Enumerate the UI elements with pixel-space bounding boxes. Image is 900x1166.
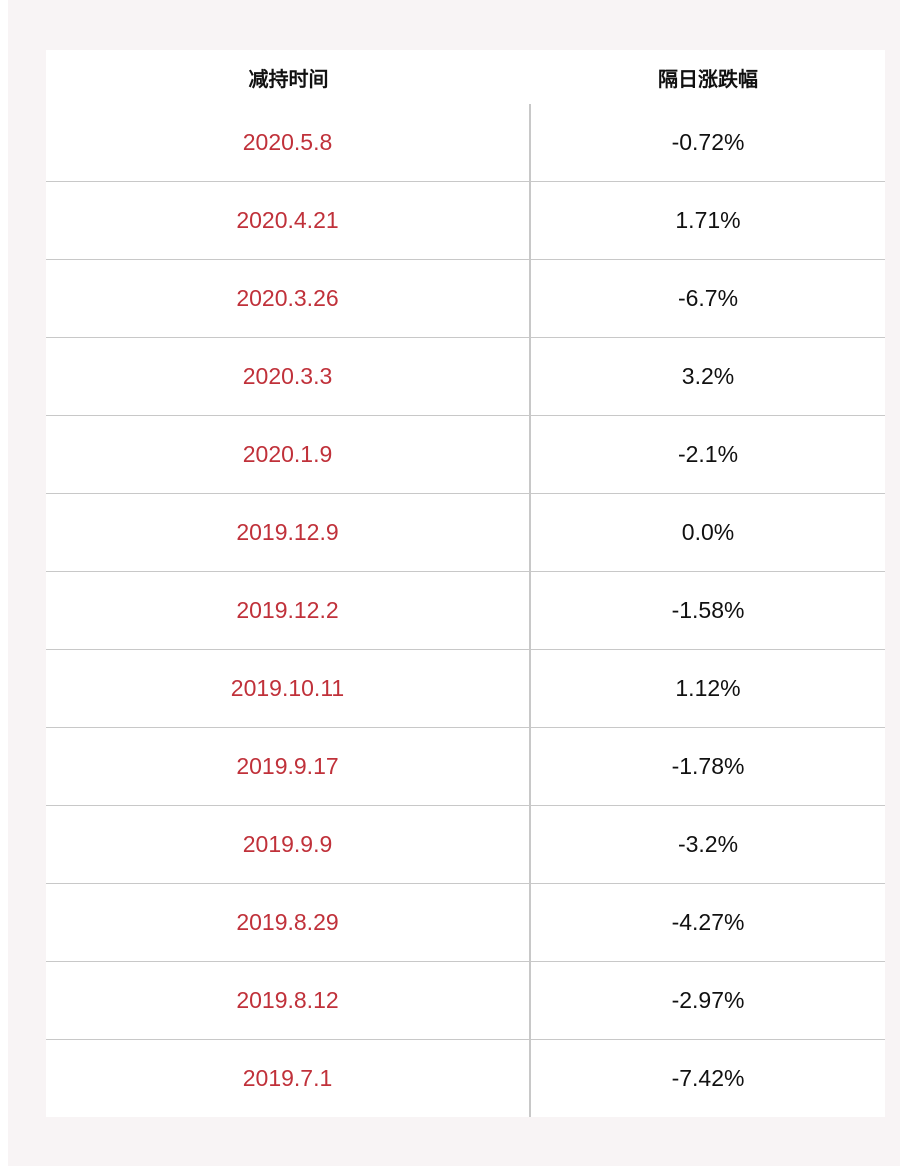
header-next-day-change: 隔日涨跌幅 <box>658 68 758 91</box>
change-cell: -2.1% <box>677 441 739 467</box>
table-row: 2019.9.9 -3.2% <box>46 806 885 884</box>
change-cell: -4.27% <box>671 909 745 935</box>
date-cell: 2019.9.9 <box>46 806 531 883</box>
table-row: 2020.3.26 -6.7% <box>46 260 885 338</box>
change-cell: -1.58% <box>671 597 745 623</box>
change-cell: 1.71% <box>675 207 741 233</box>
table-body: 2020.5.8 -0.72% 2020.4.21 1.71% 2020.3.26 -6.… <box>46 104 885 1117</box>
date-cell: 2019.12.2 <box>46 572 531 649</box>
change-cell: -7.42% <box>671 1065 745 1091</box>
date-cell: 2019.8.12 <box>46 962 531 1039</box>
table-row: 2019.8.29 -4.27% <box>46 884 885 962</box>
date-cell: 2020.3.3 <box>46 338 531 415</box>
date-cell: 2019.9.17 <box>46 728 531 805</box>
change-cell: -1.78% <box>671 753 745 779</box>
table-row: 2020.4.21 1.71% <box>46 182 885 260</box>
change-cell: -2.97% <box>671 987 745 1013</box>
table-row: 2019.10.11 1.12% <box>46 650 885 728</box>
table-row: 2020.1.9 -2.1% <box>46 416 885 494</box>
date-cell: 2019.8.29 <box>46 884 531 961</box>
change-cell: 1.12% <box>675 675 741 701</box>
change-cell: 0.0% <box>681 519 735 545</box>
header-date: 减持时间 <box>248 68 329 91</box>
table-row: 2020.3.3 3.2% <box>46 338 885 416</box>
table-row: 2019.12.2 -1.58% <box>46 572 885 650</box>
table-header: 减持时间 隔日涨跌幅 <box>46 50 885 104</box>
date-cell: 2020.4.21 <box>46 182 531 259</box>
table-row: 2019.12.9 0.0% <box>46 494 885 572</box>
reduction-table: 减持时间 隔日涨跌幅 2020.5.8 -0.72% 2020.4.21 1.71% 2… <box>46 50 885 1117</box>
change-cell: -0.72% <box>671 129 745 155</box>
page-background: 减持时间 隔日涨跌幅 2020.5.8 -0.72% 2020.4.21 1.71% 2… <box>8 0 900 1166</box>
table-row: 2019.7.1 -7.42% <box>46 1040 885 1117</box>
table-row: 2020.5.8 -0.72% <box>46 104 885 182</box>
table-row: 2019.9.17 -1.78% <box>46 728 885 806</box>
date-cell: 2019.10.11 <box>46 650 531 727</box>
change-cell: -6.7% <box>677 285 739 311</box>
date-cell: 2020.3.26 <box>46 260 531 337</box>
date-cell: 2020.1.9 <box>46 416 531 493</box>
date-cell: 2019.7.1 <box>46 1040 531 1117</box>
table-row: 2019.8.12 -2.97% <box>46 962 885 1040</box>
date-cell: 2020.5.8 <box>46 104 531 181</box>
change-cell: -3.2% <box>677 831 739 857</box>
change-cell: 3.2% <box>681 363 735 389</box>
date-cell: 2019.12.9 <box>46 494 531 571</box>
